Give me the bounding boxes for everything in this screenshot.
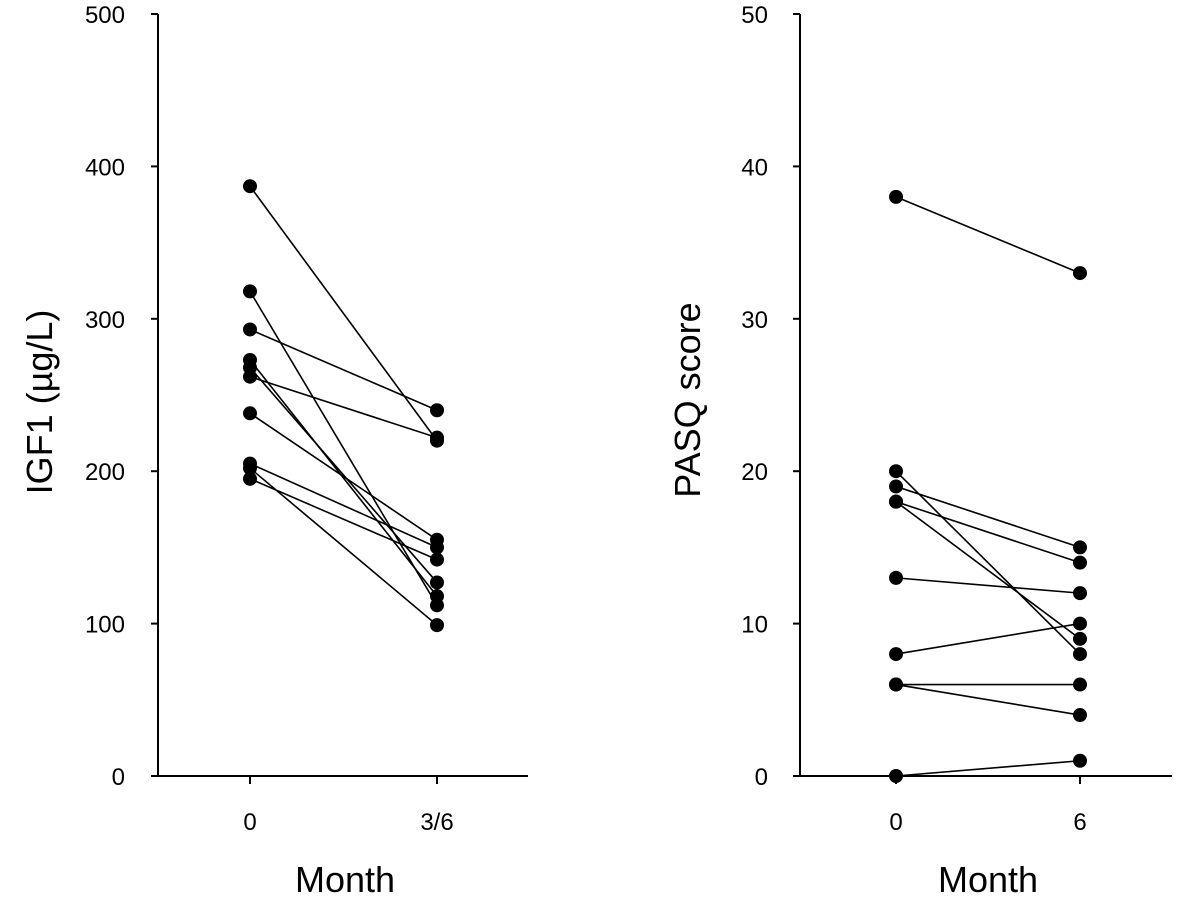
igf1-series-line-2: [249, 290, 438, 606]
igf1-x-tick-label: 3/6: [420, 809, 453, 836]
pasq-panel: PASQ score Month 0 10 20 30 40 50 0 6: [667, 2, 1172, 900]
igf1-series-line-3: [249, 328, 438, 411]
pasq-point-1-baseline: [889, 189, 903, 204]
pasq-point-8-followup: [1073, 677, 1087, 692]
igf1-point-9-followup: [430, 618, 444, 633]
igf1-x-tick-label: 0: [243, 809, 256, 836]
pasq-point-2-followup: [1073, 647, 1087, 662]
igf1-point-5-followup: [430, 575, 444, 590]
igf1-y-tick-label: 400: [85, 154, 125, 181]
pasq-series-line-3: [895, 485, 1081, 549]
igf1-point-7-baseline: [243, 406, 257, 421]
igf1-series-line-9: [249, 467, 438, 626]
igf1-point-6-followup: [430, 430, 444, 445]
pasq-point-10-baseline: [889, 769, 903, 783]
igf1-series-line-6: [249, 375, 438, 439]
pasq-series-line-7: [895, 622, 1081, 655]
igf1-x-axis-title: Month: [295, 859, 395, 900]
pasq-series-line-9: [895, 683, 1081, 716]
pasq-series-line-10: [895, 759, 1081, 777]
pasq-y-tick-label: 0: [755, 764, 768, 791]
igf1-series-line-7: [249, 412, 438, 541]
igf1-series-line-1: [249, 185, 438, 442]
igf1-point-3-baseline: [243, 322, 257, 337]
pasq-x-axis-title: Month: [938, 859, 1038, 900]
pasq-point-4-followup: [1073, 631, 1087, 646]
igf1-point-10-baseline: [243, 471, 257, 486]
pasq-point-3-followup: [1073, 540, 1087, 555]
pasq-point-5-baseline: [889, 494, 903, 509]
pasq-point-6-followup: [1073, 586, 1087, 601]
pasq-point-9-followup: [1073, 708, 1087, 723]
pasq-y-tick-label: 50: [741, 2, 768, 29]
igf1-series-line-5: [249, 367, 438, 583]
igf1-point-8-followup: [430, 540, 444, 555]
pasq-series-line-5: [895, 500, 1081, 564]
igf1-point-6-baseline: [243, 369, 257, 384]
pasq-y-axis-title: PASQ score: [667, 302, 708, 497]
pasq-y-tick-label: 20: [741, 459, 768, 486]
pasq-x-tick-label: 6: [1073, 809, 1086, 836]
pasq-point-1-followup: [1073, 266, 1087, 281]
pasq-series-line-4: [895, 501, 1081, 640]
igf1-point-2-baseline: [243, 284, 257, 299]
igf1-point-9-baseline: [243, 461, 257, 476]
pasq-x-tick-label: 0: [889, 809, 902, 836]
igf1-y-tick-label: 200: [85, 459, 125, 486]
igf1-y-tick-label: 500: [85, 2, 125, 29]
igf1-series-line-10: [249, 478, 438, 561]
pasq-point-10-followup: [1073, 753, 1087, 768]
pasq-series-line-1: [895, 196, 1081, 274]
pasq-y-tick-label: 30: [741, 307, 768, 334]
igf1-y-tick-label: 300: [85, 307, 125, 334]
igf1-y-tick-label: 0: [112, 764, 125, 791]
igf1-series-line-4: [249, 359, 438, 597]
pasq-point-2-baseline: [889, 464, 903, 479]
pasq-point-3-baseline: [889, 479, 903, 494]
pasq-series-line-6: [895, 577, 1081, 594]
igf1-y-tick-label: 100: [85, 612, 125, 639]
pasq-point-9-baseline: [889, 677, 903, 692]
pasq-point-6-baseline: [889, 570, 903, 585]
igf1-y-axis-title: IGF1 (µg/L): [19, 310, 60, 495]
pasq-point-7-baseline: [889, 647, 903, 662]
igf1-point-3-followup: [430, 403, 444, 418]
pasq-point-7-followup: [1073, 616, 1087, 631]
pasq-series-line-2: [895, 470, 1081, 655]
igf1-series-line-8: [249, 462, 438, 549]
igf1-point-1-baseline: [243, 179, 257, 194]
igf1-point-4-followup: [430, 589, 444, 604]
igf1-panel: IGF1 (µg/L) Month 0 100 200 300 400 500 0 3/6: [19, 2, 528, 900]
pasq-y-tick-label: 40: [741, 154, 768, 181]
pasq-point-5-followup: [1073, 555, 1087, 570]
igf1-point-10-followup: [430, 552, 444, 567]
pasq-y-tick-label: 10: [741, 612, 768, 639]
